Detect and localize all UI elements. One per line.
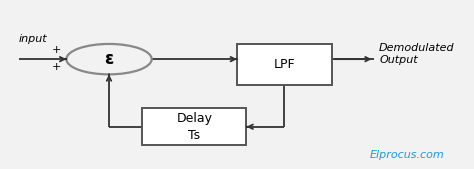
Bar — [142, 108, 246, 145]
Text: +: + — [52, 45, 62, 55]
Text: ε: ε — [104, 50, 114, 68]
Text: input: input — [19, 34, 47, 44]
Text: Demodulated
Output: Demodulated Output — [379, 43, 455, 65]
Text: +: + — [52, 62, 62, 72]
Text: Elprocus.com: Elprocus.com — [370, 150, 445, 161]
Text: LPF: LPF — [273, 58, 295, 71]
Text: Delay
Ts: Delay Ts — [176, 112, 212, 142]
Bar — [237, 44, 332, 84]
